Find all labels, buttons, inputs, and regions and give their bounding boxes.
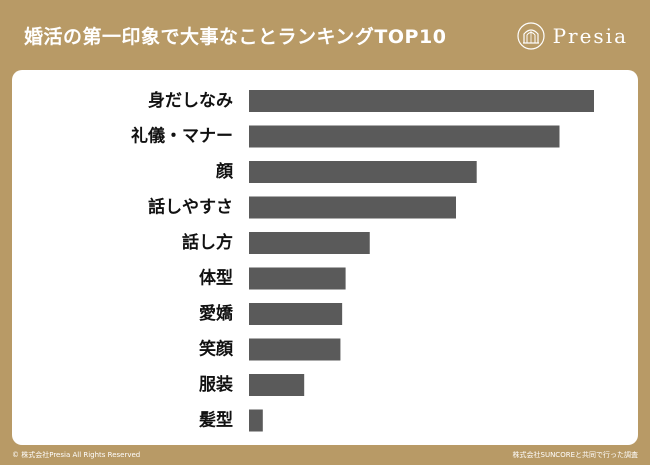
copyright-text: © 株式会社Presia All Rights Reserved <box>12 451 141 459</box>
category-label: 愛嬌 <box>199 303 234 324</box>
chart-panel: 身だしなみ礼儀・マナー顔話しやすさ話し方体型愛嬌笑顔服装髪型 <box>12 70 638 445</box>
category-label: 話し方 <box>182 232 233 253</box>
bar <box>249 409 263 432</box>
presia-logo: Presia <box>516 22 628 50</box>
bar <box>249 338 341 361</box>
category-label: 髪型 <box>198 410 233 431</box>
category-label: 服装 <box>199 374 233 395</box>
bar <box>249 90 594 112</box>
chart-title: 婚活の第一印象で大事なことランキングTOP10 <box>24 26 447 48</box>
category-label: 顔 <box>215 161 234 182</box>
logo-text: Presia <box>552 24 628 48</box>
bar <box>249 125 560 148</box>
category-label: 身だしなみ <box>148 90 233 111</box>
source-note: 株式会社SUNCOREと共同で行った調査 <box>512 451 639 459</box>
bar <box>249 267 346 290</box>
bar <box>249 303 343 325</box>
arch-emblem-icon <box>516 22 545 50</box>
category-label: 話しやすさ <box>148 197 233 218</box>
category-label: 笑顔 <box>199 339 234 360</box>
bar <box>249 196 456 219</box>
bar <box>249 161 477 183</box>
category-label: 礼儀・マナー <box>131 126 233 147</box>
category-label: 体型 <box>199 268 233 289</box>
bar <box>249 374 305 396</box>
bar <box>249 232 370 254</box>
